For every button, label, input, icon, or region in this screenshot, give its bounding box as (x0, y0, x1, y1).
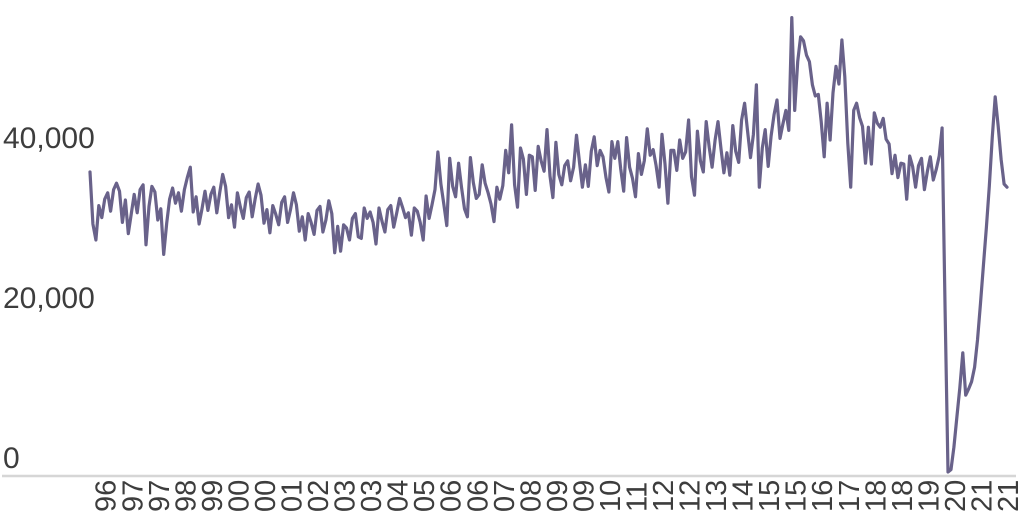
x-tick-label: 03 (356, 480, 388, 512)
x-tick-label: 21 (993, 480, 1024, 512)
x-tick-label: 18 (860, 480, 892, 512)
x-tick-label: 14 (728, 480, 760, 512)
y-axis-labels: 0 20,000 40,000 (3, 122, 95, 475)
x-tick-label: 09 (542, 480, 574, 512)
x-tick-label: 08 (515, 480, 547, 512)
x-tick-label: 98 (170, 480, 202, 512)
x-tick-label: 09 (568, 480, 600, 512)
y-tick-label: 20,000 (3, 282, 95, 315)
x-tick-label: 03 (330, 480, 362, 512)
x-tick-label: 15 (754, 480, 786, 512)
x-tick-label: 02 (303, 480, 335, 512)
x-tick-label: 10 (595, 480, 627, 512)
x-tick-label: 06 (436, 480, 468, 512)
x-tick-label: 18 (887, 480, 919, 512)
x-tick-label: 06 (462, 480, 494, 512)
x-tick-label: 97 (144, 480, 176, 512)
x-tick-label: 05 (409, 480, 441, 512)
y-tick-label: 40,000 (3, 122, 95, 155)
x-tick-label: 11 (622, 482, 654, 512)
x-tick-label: 17 (834, 480, 866, 512)
x-tick-label: 19 (913, 480, 945, 512)
x-tick-label: 20 (940, 480, 972, 512)
x-tick-label: 99 (197, 480, 229, 512)
x-tick-label: 96 (91, 480, 123, 512)
x-tick-label: 16 (807, 480, 839, 512)
x-tick-label: 12 (675, 480, 707, 512)
x-tick-label: 21 (967, 480, 999, 512)
x-tick-label: 12 (648, 480, 680, 512)
x-tick-label: 97 (117, 480, 149, 512)
x-axis-labels: 9697979899000001020303040506060708090910… (91, 480, 1024, 512)
y-tick-label: 0 (3, 442, 20, 475)
data-line (88, 16, 1009, 474)
x-tick-label: 04 (383, 480, 415, 512)
x-tick-label: 00 (250, 480, 282, 512)
x-tick-label: 07 (489, 480, 521, 512)
x-tick-label: 01 (277, 480, 309, 512)
x-tick-label: 15 (781, 480, 813, 512)
x-tick-label: 13 (701, 480, 733, 512)
x-tick-label: 00 (223, 480, 255, 512)
